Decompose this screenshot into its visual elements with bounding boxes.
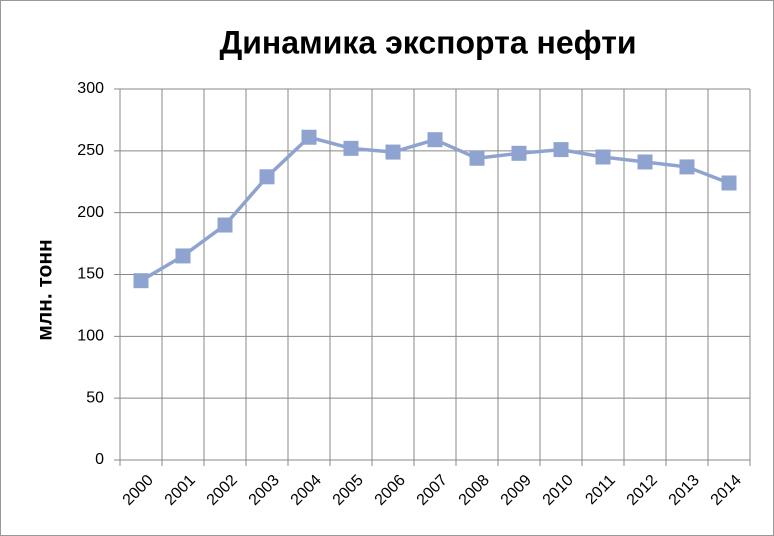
y-tick-label: 300	[77, 80, 104, 97]
marker	[595, 149, 611, 165]
y-tick-label: 250	[77, 142, 104, 159]
marker	[133, 273, 149, 289]
marker	[301, 129, 317, 145]
y-tick-label: 0	[95, 451, 104, 468]
marker	[427, 132, 443, 148]
marker	[553, 142, 569, 158]
marker	[259, 169, 275, 185]
y-axis-label: млн. тонн	[34, 239, 57, 340]
marker	[343, 140, 359, 156]
y-tick-label: 200	[77, 204, 104, 221]
marker	[217, 217, 233, 233]
marker	[511, 145, 527, 161]
marker	[721, 175, 737, 191]
y-tick-label: 150	[77, 266, 104, 283]
marker	[385, 144, 401, 160]
y-tick-label: 50	[86, 389, 104, 406]
y-tick-label: 100	[77, 328, 104, 345]
marker	[175, 248, 191, 264]
marker	[469, 150, 485, 166]
chart-title: Динамика экспорта нефти	[219, 24, 636, 60]
marker	[637, 154, 653, 170]
marker	[679, 159, 695, 175]
